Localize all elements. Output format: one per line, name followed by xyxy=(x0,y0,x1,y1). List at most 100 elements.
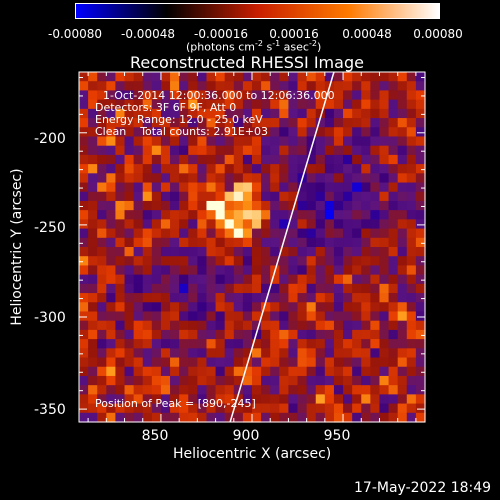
heatmap-cell xyxy=(142,237,153,248)
heatmap-cell xyxy=(352,348,362,359)
heatmap-cell xyxy=(288,357,299,368)
heatmap-cell xyxy=(261,154,271,165)
heatmap-cell xyxy=(288,265,299,276)
heatmap-cell xyxy=(261,136,271,147)
heatmap-cell xyxy=(306,403,317,414)
heatmap-cell xyxy=(97,164,107,174)
heatmap-cell xyxy=(88,357,98,368)
heatmap-cell xyxy=(343,154,353,165)
heatmap-cell xyxy=(333,90,344,101)
heatmap-cell xyxy=(206,164,217,174)
heatmap-cell xyxy=(306,154,317,165)
solar-limb-line xyxy=(229,71,335,423)
heatmap-cell xyxy=(215,403,226,414)
heatmap-cell xyxy=(388,228,399,239)
heatmap-cell xyxy=(361,108,371,119)
heatmap-cell xyxy=(397,191,408,202)
axis-ticks xyxy=(79,72,425,422)
heatmap-cell xyxy=(397,136,408,147)
heatmap-cell xyxy=(97,329,107,340)
heatmap-cell xyxy=(142,219,153,230)
heatmap-cell xyxy=(97,127,107,138)
heatmap-cell xyxy=(415,164,426,174)
heatmap-cell xyxy=(115,81,126,92)
heatmap-cell xyxy=(197,136,208,147)
heatmap-cell xyxy=(352,339,362,349)
heatmap-cell xyxy=(388,72,399,82)
heatmap-cell xyxy=(151,191,162,202)
heatmap-cell xyxy=(133,219,144,230)
heatmap-cell xyxy=(415,283,426,294)
heatmap-cell xyxy=(133,339,144,349)
heatmap-cell xyxy=(170,375,180,386)
heatmap-cell xyxy=(324,394,335,405)
heatmap-cell xyxy=(370,348,381,359)
heatmap-cell xyxy=(224,200,235,211)
heatmap-cell xyxy=(343,247,353,257)
heatmap-cell xyxy=(406,145,417,156)
heatmap-cell xyxy=(151,283,162,294)
heatmap-cell xyxy=(288,283,299,294)
heatmap-cell xyxy=(106,219,117,230)
heatmap-cell xyxy=(97,366,107,377)
heatmap-cell xyxy=(124,182,135,193)
heatmap-cell xyxy=(406,274,417,285)
heatmap-cell xyxy=(406,81,417,92)
heatmap-cell xyxy=(215,375,226,386)
heatmap-cell xyxy=(397,81,408,92)
heatmap-cell xyxy=(188,274,198,285)
heatmap-cell xyxy=(224,90,235,101)
heatmap-cell xyxy=(88,90,98,101)
heatmap-cell xyxy=(124,265,135,276)
heatmap-cell xyxy=(297,247,308,257)
heatmap-cell xyxy=(97,293,107,303)
heatmap-cell xyxy=(206,108,217,119)
heatmap-cell xyxy=(252,375,262,386)
heatmap-cell xyxy=(206,154,217,165)
heatmap-cell xyxy=(133,385,144,395)
heatmap-cell xyxy=(133,145,144,156)
heatmap-cell xyxy=(206,99,217,110)
annotation-energy: Energy Range: 12.0 - 25.0 keV xyxy=(95,113,263,126)
heatmap-cell xyxy=(233,173,244,184)
heatmap-cell xyxy=(343,394,353,405)
heatmap-cell xyxy=(160,99,171,110)
heatmap-cell xyxy=(188,302,198,313)
heatmap-cell xyxy=(242,118,253,128)
heatmap-cell xyxy=(415,154,426,165)
heatmap-cell xyxy=(215,108,226,119)
heatmap-cell xyxy=(206,293,217,303)
heatmap-cell xyxy=(370,90,381,101)
heatmap-cell xyxy=(315,219,326,230)
heatmap-cell xyxy=(188,375,198,386)
heatmap-cell xyxy=(142,127,153,138)
heatmap-cell xyxy=(270,256,280,267)
heatmap-cell xyxy=(252,108,262,119)
heatmap-cell xyxy=(324,412,335,423)
heatmap-cell xyxy=(370,145,381,156)
heatmap-cell xyxy=(379,200,390,211)
heatmap-cell xyxy=(279,164,290,174)
heatmap-cell xyxy=(324,311,335,322)
heatmap-cell xyxy=(370,329,381,340)
heatmap-cell xyxy=(188,127,198,138)
heatmap-cell xyxy=(179,191,189,202)
heatmap-cell xyxy=(133,164,144,174)
heatmap-cell xyxy=(179,293,189,303)
heatmap-cell xyxy=(288,173,299,184)
heatmap-cell xyxy=(270,394,280,405)
heatmap-cell xyxy=(361,219,371,230)
heatmap-cell xyxy=(297,274,308,285)
heatmap-cell xyxy=(115,311,126,322)
heatmap-cell xyxy=(388,329,399,340)
heatmap-cell xyxy=(233,200,244,211)
heatmap-cell xyxy=(361,81,371,92)
heatmap-cell xyxy=(97,394,107,405)
heatmap-cell xyxy=(106,118,117,128)
heatmap-cell xyxy=(170,394,180,405)
heatmap-cell xyxy=(142,375,153,386)
heatmap-cell xyxy=(88,366,98,377)
heatmap-cell xyxy=(306,357,317,368)
heatmap-cell xyxy=(370,293,381,303)
x-tick-label: 950 xyxy=(323,428,351,444)
